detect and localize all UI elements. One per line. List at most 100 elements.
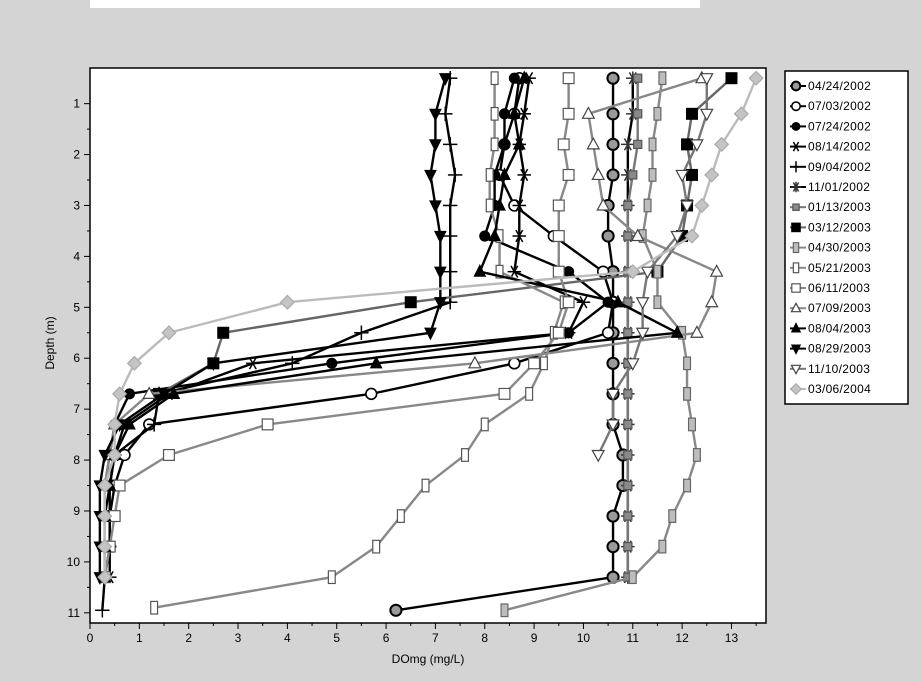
y-tick-label: 8 bbox=[73, 453, 80, 467]
data-point bbox=[628, 170, 638, 180]
series-layer bbox=[93, 70, 764, 618]
legend-item: 08/14/2002 bbox=[790, 140, 871, 154]
data-point bbox=[507, 106, 521, 119]
data-point bbox=[633, 73, 643, 83]
data-point bbox=[97, 539, 113, 555]
data-point bbox=[498, 387, 511, 400]
legend-label: 07/24/2002 bbox=[808, 119, 871, 133]
x-tick-label: 6 bbox=[383, 631, 390, 645]
data-point bbox=[473, 264, 487, 277]
legend-marker bbox=[789, 382, 803, 396]
series-14 bbox=[591, 73, 714, 463]
data-point bbox=[443, 264, 458, 279]
top-strip bbox=[90, 0, 700, 8]
data-point bbox=[285, 356, 300, 371]
data-point bbox=[623, 200, 633, 211]
legend-label: 04/30/2003 bbox=[808, 241, 871, 255]
data-point bbox=[596, 197, 611, 211]
y-tick-label: 1 bbox=[73, 97, 80, 111]
legend-marker bbox=[790, 322, 802, 333]
data-point bbox=[658, 71, 667, 86]
legend-marker bbox=[790, 161, 802, 173]
data-point bbox=[246, 357, 260, 370]
data-point bbox=[97, 477, 113, 494]
legend-label: 04/24/2002 bbox=[808, 79, 871, 93]
data-point bbox=[552, 230, 565, 243]
data-point bbox=[606, 388, 620, 402]
data-point bbox=[699, 108, 714, 122]
series-13 bbox=[93, 73, 452, 585]
data-point bbox=[369, 355, 383, 369]
data-point bbox=[512, 136, 526, 150]
data-point bbox=[606, 419, 620, 432]
data-point bbox=[653, 264, 662, 279]
data-point bbox=[606, 509, 620, 523]
data-point bbox=[623, 541, 633, 552]
data-point bbox=[500, 603, 509, 618]
data-point bbox=[684, 228, 700, 244]
data-point bbox=[517, 70, 531, 84]
x-tick-label: 13 bbox=[725, 631, 739, 645]
legend-marker bbox=[790, 302, 802, 313]
data-point bbox=[713, 136, 730, 152]
data-point bbox=[479, 230, 491, 242]
data-point bbox=[512, 199, 527, 212]
data-point bbox=[429, 139, 442, 153]
legend-marker bbox=[790, 80, 802, 92]
data-point bbox=[606, 137, 620, 151]
data-point bbox=[685, 168, 698, 181]
legend-item: 05/21/2003 bbox=[790, 261, 871, 275]
data-point bbox=[261, 418, 274, 431]
data-point bbox=[279, 294, 295, 310]
legend-marker bbox=[792, 242, 800, 254]
data-point bbox=[630, 228, 645, 242]
data-point bbox=[683, 356, 692, 371]
x-tick-label: 7 bbox=[432, 631, 439, 645]
data-point bbox=[421, 478, 430, 493]
data-point bbox=[552, 326, 565, 339]
legend-item: 11/01/2002 bbox=[790, 180, 870, 194]
x-tick-label: 4 bbox=[284, 631, 291, 645]
data-point bbox=[146, 417, 162, 432]
data-point bbox=[681, 138, 694, 151]
data-point bbox=[433, 230, 447, 244]
legend-marker bbox=[791, 222, 801, 233]
legend-marker bbox=[792, 203, 800, 211]
data-point bbox=[623, 480, 633, 491]
data-point bbox=[670, 230, 685, 244]
data-point bbox=[485, 198, 494, 213]
data-point bbox=[704, 294, 719, 308]
legend-item: 07/09/2003 bbox=[790, 301, 871, 315]
legend-item: 08/04/2003 bbox=[790, 321, 871, 335]
x-axis-title: DOmg (mg/L) bbox=[392, 652, 465, 666]
data-point bbox=[498, 167, 511, 181]
data-point bbox=[404, 296, 417, 309]
data-point bbox=[433, 266, 447, 280]
legend-item: 07/03/2002 bbox=[790, 99, 871, 113]
data-point bbox=[424, 327, 437, 341]
data-point bbox=[628, 570, 637, 585]
data-point bbox=[623, 328, 633, 338]
x-tick-label: 12 bbox=[675, 631, 689, 645]
y-axis-title: Depth (m) bbox=[43, 316, 57, 369]
data-point bbox=[562, 296, 575, 309]
data-point bbox=[670, 325, 684, 338]
legend-item: 06/11/2003 bbox=[790, 281, 870, 295]
data-point bbox=[733, 106, 749, 122]
data-point bbox=[429, 108, 442, 122]
legend-marker bbox=[790, 141, 802, 152]
legend-marker bbox=[791, 283, 801, 293]
data-point bbox=[372, 539, 381, 554]
data-point bbox=[621, 137, 635, 152]
legend-item: 04/24/2002 bbox=[790, 79, 871, 93]
data-point bbox=[623, 389, 633, 399]
y-tick-label: 2 bbox=[73, 148, 80, 162]
data-point bbox=[648, 137, 657, 152]
data-point bbox=[162, 448, 175, 461]
x-tick-label: 1 bbox=[136, 631, 143, 645]
data-point bbox=[643, 198, 652, 213]
data-point bbox=[429, 200, 442, 214]
x-tick-label: 0 bbox=[87, 631, 94, 645]
data-point bbox=[658, 539, 667, 554]
